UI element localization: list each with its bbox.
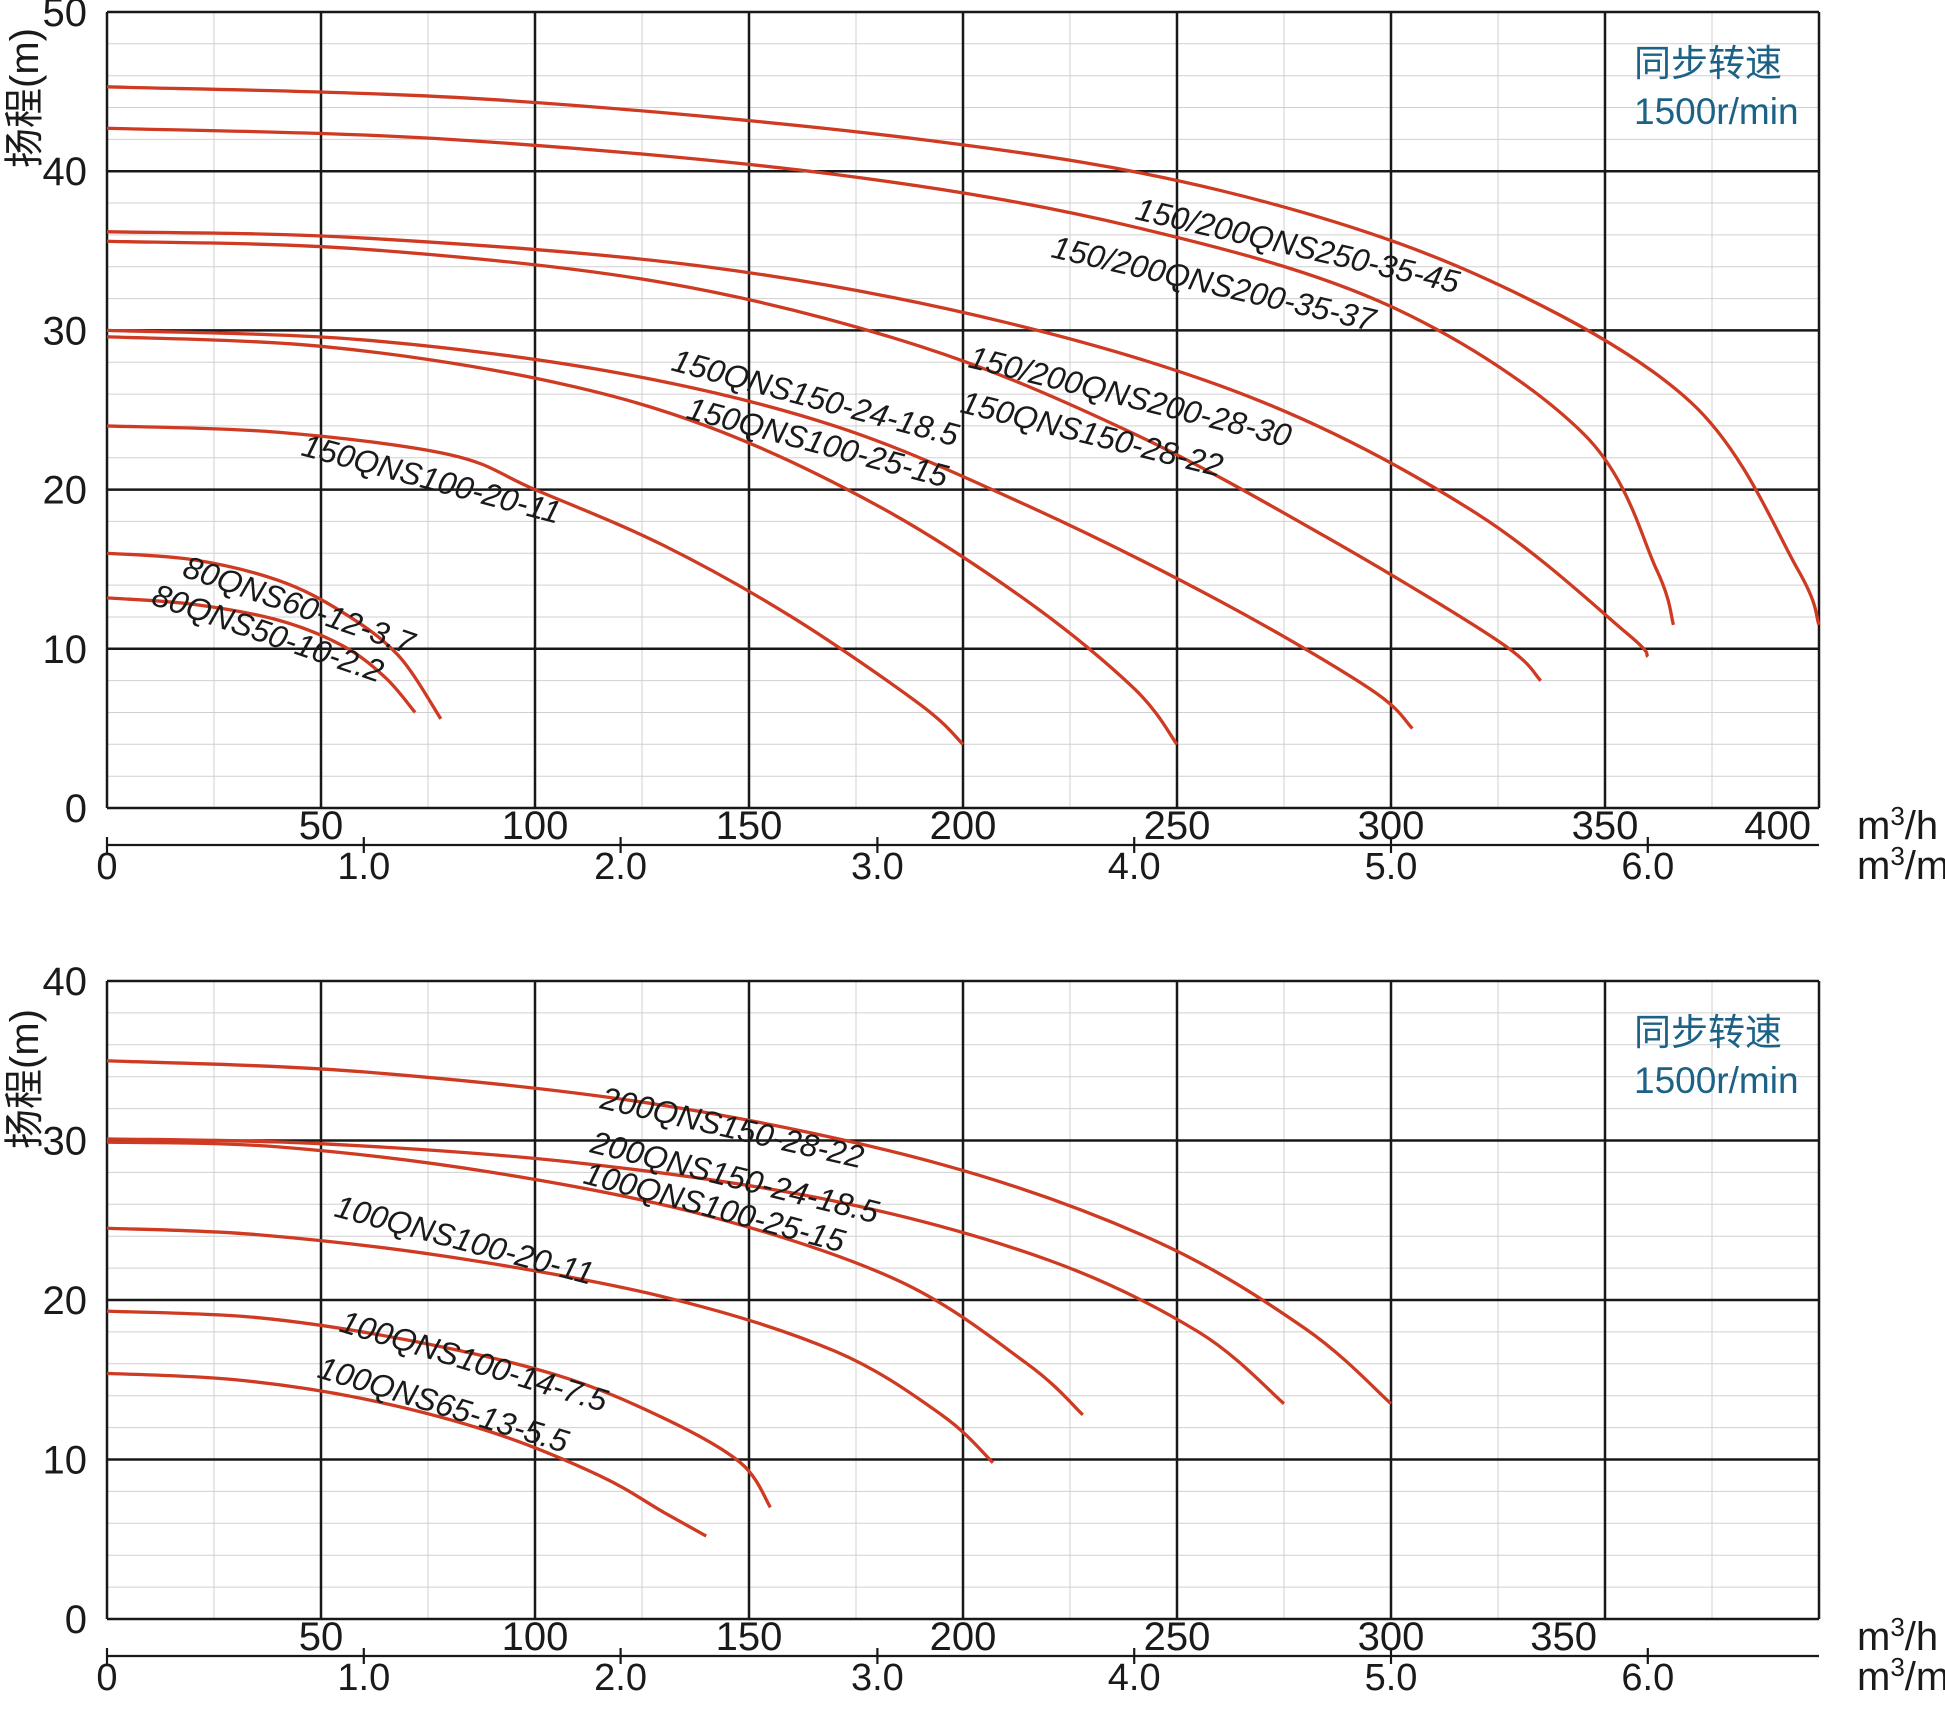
- svg-text:扬程(m): 扬程(m): [3, 1009, 47, 1149]
- svg-text:3.0: 3.0: [851, 846, 904, 888]
- svg-text:0: 0: [96, 846, 117, 888]
- svg-text:0: 0: [65, 787, 87, 831]
- svg-text:40: 40: [43, 150, 88, 194]
- svg-text:100: 100: [502, 804, 569, 848]
- svg-text:6.0: 6.0: [1621, 1657, 1674, 1699]
- svg-text:4.0: 4.0: [1108, 1657, 1161, 1699]
- svg-text:350: 350: [1530, 1615, 1597, 1659]
- svg-text:1.0: 1.0: [337, 846, 390, 888]
- svg-text:100: 100: [502, 1615, 569, 1659]
- svg-text:5.0: 5.0: [1365, 1657, 1418, 1699]
- svg-text:2.0: 2.0: [594, 846, 647, 888]
- svg-text:扬程(m): 扬程(m): [3, 28, 47, 168]
- svg-text:0: 0: [65, 1598, 87, 1642]
- svg-text:200: 200: [930, 1615, 997, 1659]
- svg-text:400: 400: [1744, 804, 1811, 848]
- svg-text:150: 150: [716, 804, 783, 848]
- svg-text:350: 350: [1572, 804, 1639, 848]
- svg-text:20: 20: [43, 469, 88, 513]
- svg-text:30: 30: [43, 1120, 88, 1164]
- svg-text:同步转速: 同步转速: [1634, 43, 1782, 84]
- svg-text:200: 200: [930, 804, 997, 848]
- svg-text:20: 20: [43, 1279, 88, 1323]
- svg-text:50: 50: [299, 804, 344, 848]
- svg-text:50: 50: [299, 1615, 344, 1659]
- svg-text:10: 10: [43, 628, 88, 672]
- svg-text:4.0: 4.0: [1108, 846, 1161, 888]
- svg-text:40: 40: [43, 960, 88, 1004]
- svg-text:10: 10: [43, 1439, 88, 1483]
- svg-text:3.0: 3.0: [851, 1657, 904, 1699]
- svg-text:1.0: 1.0: [337, 1657, 390, 1699]
- svg-text:2.0: 2.0: [594, 1657, 647, 1699]
- svg-text:同步转速: 同步转速: [1634, 1012, 1782, 1053]
- svg-text:6.0: 6.0: [1621, 846, 1674, 888]
- svg-text:1500r/min: 1500r/min: [1634, 1060, 1799, 1101]
- svg-text:1500r/min: 1500r/min: [1634, 91, 1799, 132]
- svg-text:5.0: 5.0: [1365, 846, 1418, 888]
- svg-text:250: 250: [1144, 1615, 1211, 1659]
- svg-text:150: 150: [716, 1615, 783, 1659]
- svg-text:0: 0: [96, 1657, 117, 1699]
- svg-text:250: 250: [1144, 804, 1211, 848]
- svg-text:30: 30: [43, 309, 88, 353]
- svg-text:50: 50: [43, 0, 88, 35]
